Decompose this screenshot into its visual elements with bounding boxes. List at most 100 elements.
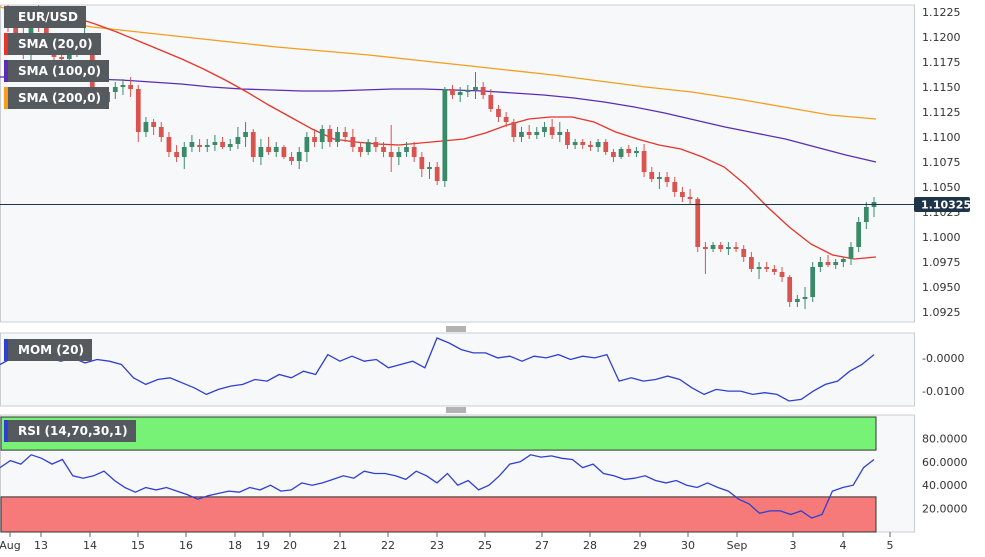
candle-body xyxy=(350,137,356,147)
candle-body xyxy=(626,149,632,153)
momentum-line xyxy=(0,337,875,402)
candle-body xyxy=(580,142,586,145)
candle-body xyxy=(212,142,218,145)
price-axis-tick: 1.0925 xyxy=(922,306,961,319)
candle-body xyxy=(457,92,463,95)
candle-body xyxy=(404,147,409,152)
legend-rsi[interactable]: RSI (14,70,30,1) xyxy=(4,420,136,442)
candle-body xyxy=(595,142,601,147)
candle-body xyxy=(733,247,739,249)
candle-body xyxy=(250,132,256,157)
panel-2 xyxy=(0,332,915,407)
candle-body xyxy=(703,247,708,249)
rsi-axis-tick: 80.0000 xyxy=(922,432,968,445)
panel-frames xyxy=(0,4,915,533)
candle-body xyxy=(756,267,762,269)
legend-sma-200[interactable]: SMA (200,0) xyxy=(4,87,109,109)
candle-body xyxy=(611,152,616,157)
sma-100-path xyxy=(0,76,877,163)
current-price-label: 1.10325 xyxy=(921,199,971,212)
legend-sma-20[interactable]: SMA (20,0) xyxy=(4,33,101,55)
legend-momentum[interactable]: MOM (20) xyxy=(4,339,92,361)
candle-body xyxy=(496,109,501,117)
candle-body xyxy=(572,142,578,145)
candle-body xyxy=(166,137,172,152)
candle-body xyxy=(151,122,156,127)
x-axis-tick: 16 xyxy=(179,539,193,552)
price-axis-tick: 1.1100 xyxy=(922,131,961,144)
momentum-axis-tick: -0.0000 xyxy=(922,352,964,365)
candle-body xyxy=(442,89,448,181)
panel-resize-handle-1[interactable] xyxy=(446,326,466,332)
candle-body xyxy=(197,145,202,147)
candle-body xyxy=(396,152,402,157)
candle-body xyxy=(641,151,647,172)
x-axis-tick: 28 xyxy=(583,539,597,552)
legend-sma-100[interactable]: SMA (100,0) xyxy=(4,60,109,82)
candle-body xyxy=(649,172,655,179)
candle-body xyxy=(588,145,593,147)
candle-body xyxy=(235,137,241,144)
candle-body xyxy=(603,142,609,152)
candle-body xyxy=(488,95,494,109)
candle-body xyxy=(802,297,808,299)
candle-body xyxy=(13,25,19,39)
legend-symbol[interactable]: EUR/USD xyxy=(4,6,86,28)
panel-1 xyxy=(0,4,915,323)
candle-body xyxy=(817,262,823,267)
momentum-axis-tick: -0.0100 xyxy=(922,385,964,398)
candle-body xyxy=(273,147,279,152)
candle-body xyxy=(534,132,540,135)
candle-body xyxy=(373,142,379,147)
candle-body xyxy=(526,132,532,135)
candle-body xyxy=(565,132,570,145)
price-axis-tick: 1.1225 xyxy=(922,6,961,19)
candle-body xyxy=(296,152,302,161)
x-axis-tick: 3 xyxy=(790,539,797,552)
x-axis-tick: 25 xyxy=(478,539,492,552)
candle-body xyxy=(710,245,716,249)
y-axis-labels: 1.1225 1.1200 1.1175 1.1150 1.1125 1.1100 1.10… xyxy=(922,6,968,516)
candle-body xyxy=(718,245,724,249)
candle-body xyxy=(825,262,831,265)
candle-body xyxy=(764,267,770,269)
panel-resize-handle-2[interactable] xyxy=(446,407,466,413)
candle-body xyxy=(266,147,271,152)
candle-body xyxy=(749,257,754,269)
candle-body xyxy=(840,259,846,262)
candle-body xyxy=(342,132,348,137)
candle-body xyxy=(220,142,225,147)
candle-body xyxy=(787,277,793,302)
candle-body xyxy=(618,149,624,157)
x-axis-tick: 20 xyxy=(283,539,297,552)
candle-body xyxy=(450,89,455,95)
price-axis-tick: 1.0950 xyxy=(922,281,961,294)
candle-body xyxy=(503,117,509,122)
x-axis-tick: 23 xyxy=(430,539,444,552)
price-axis-tick: 1.1000 xyxy=(922,231,961,244)
sma-200-line xyxy=(0,6,877,120)
sma-20-path xyxy=(29,6,877,260)
candle-body xyxy=(365,142,371,152)
candle-body xyxy=(327,129,333,142)
x-axis-tick: 30 xyxy=(681,539,695,552)
candle-body xyxy=(473,87,478,90)
candle-body xyxy=(810,267,816,297)
current-price-badge: 1.10325 xyxy=(914,197,971,212)
candle-body xyxy=(381,147,386,152)
price-axis-tick: 1.1050 xyxy=(922,181,961,194)
candle-body xyxy=(480,87,486,95)
candle-body xyxy=(863,207,869,222)
candle-body xyxy=(411,147,417,157)
candle-body xyxy=(135,89,141,132)
candle-body xyxy=(312,137,317,142)
candle-body xyxy=(833,262,839,265)
candle-body xyxy=(204,145,210,147)
candle-body xyxy=(741,249,747,257)
candle-body xyxy=(158,127,164,137)
candle-body xyxy=(189,142,195,147)
candle-body xyxy=(511,122,517,137)
sma-20-line xyxy=(29,6,877,260)
candle-body xyxy=(120,85,126,87)
